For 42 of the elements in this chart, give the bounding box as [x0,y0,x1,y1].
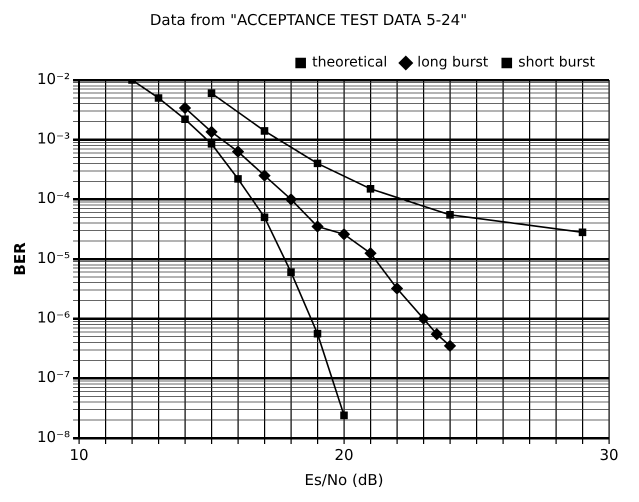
x-axis-title: Es/No (dB) [304,470,384,489]
point [206,126,218,138]
x-tick-label: 20 [334,446,354,464]
point [285,194,297,206]
point [232,146,244,158]
y-tick-label: 10⁻⁷ [36,368,70,386]
point [260,214,268,222]
y-tick-label: 10⁻⁵ [36,248,70,267]
point [208,140,216,148]
y-tick-label: 10⁻⁴ [36,189,70,208]
point [312,220,324,232]
chart-title: Data from "ACCEPTANCE TEST DATA 5-24" [150,10,468,29]
point [366,185,374,193]
point [391,282,403,294]
point [179,102,191,114]
y-axis-title: BER [10,242,29,276]
point [338,228,350,240]
point [287,268,295,276]
y-tick-label: 10⁻² [36,70,70,88]
point [154,94,162,102]
point [314,160,322,168]
legend-label: long burst [417,54,489,71]
point [314,330,322,338]
point [444,340,456,352]
point [430,328,443,340]
point [181,115,189,124]
y-tick-label: 10⁻⁶ [36,308,70,327]
point [418,312,430,324]
point [446,211,454,219]
point [260,127,268,135]
y-tick-label: 10⁻⁸ [36,428,70,446]
y-tick-label: 10⁻³ [36,130,70,148]
point [340,412,348,420]
point [578,228,586,236]
point [258,170,270,182]
legend-label: short burst [518,54,596,71]
legend-label: theoretical [312,54,388,71]
x-tick-label: 30 [599,446,619,464]
point [234,175,242,183]
point [364,247,376,260]
x-tick-label: 10 [69,446,89,464]
point [208,89,216,98]
